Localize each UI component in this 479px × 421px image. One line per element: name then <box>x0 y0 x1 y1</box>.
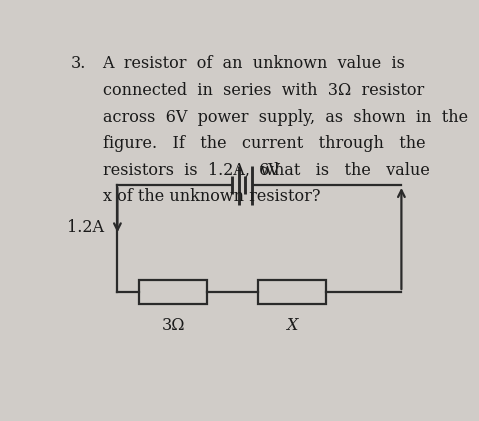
Text: 6V: 6V <box>259 162 280 179</box>
Bar <box>139 280 207 304</box>
Text: connected  in  series  with  3Ω  resistor: connected in series with 3Ω resistor <box>103 82 424 99</box>
Text: 1.2A: 1.2A <box>67 218 104 236</box>
Text: A  resistor  of  an  unknown  value  is: A resistor of an unknown value is <box>103 56 405 72</box>
Text: x of the unknown resistor?: x of the unknown resistor? <box>103 188 320 205</box>
Text: 3Ω: 3Ω <box>161 317 185 334</box>
Text: figure.   If   the   current   through   the: figure. If the current through the <box>103 135 425 152</box>
Text: resistors  is  1.2A,  what   is   the   value: resistors is 1.2A, what is the value <box>103 162 430 179</box>
Text: 3.: 3. <box>71 56 86 72</box>
Bar <box>258 280 326 304</box>
Text: across  6V  power  supply,  as  shown  in  the: across 6V power supply, as shown in the <box>103 109 468 125</box>
Text: X: X <box>286 317 297 334</box>
